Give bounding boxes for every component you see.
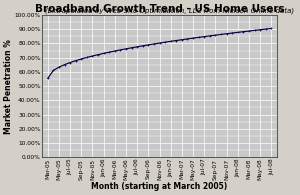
X-axis label: Month (starting at March 2005): Month (starting at March 2005)	[92, 182, 228, 191]
Y-axis label: Market Penetration %: Market Penetration %	[4, 39, 13, 134]
Title: Broadband Growth Trend - US Home Users: Broadband Growth Trend - US Home Users	[35, 4, 284, 14]
Text: (Extrapolated by Web Site Optimization, LLC from Nielsen Online data): (Extrapolated by Web Site Optimization, …	[44, 7, 294, 13]
